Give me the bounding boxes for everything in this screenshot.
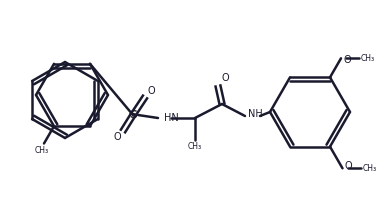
Text: HN: HN [164, 113, 179, 123]
Text: O: O [344, 161, 352, 171]
Text: CH₃: CH₃ [362, 164, 377, 173]
Text: CH₃: CH₃ [35, 146, 49, 155]
Text: O: O [221, 73, 229, 83]
Text: CH₃: CH₃ [188, 142, 202, 151]
Text: CH₃: CH₃ [361, 54, 375, 63]
Text: O: O [114, 132, 121, 142]
Text: O: O [147, 86, 155, 96]
Text: S: S [129, 110, 137, 120]
Text: NH: NH [248, 109, 263, 119]
Text: O: O [343, 55, 351, 65]
